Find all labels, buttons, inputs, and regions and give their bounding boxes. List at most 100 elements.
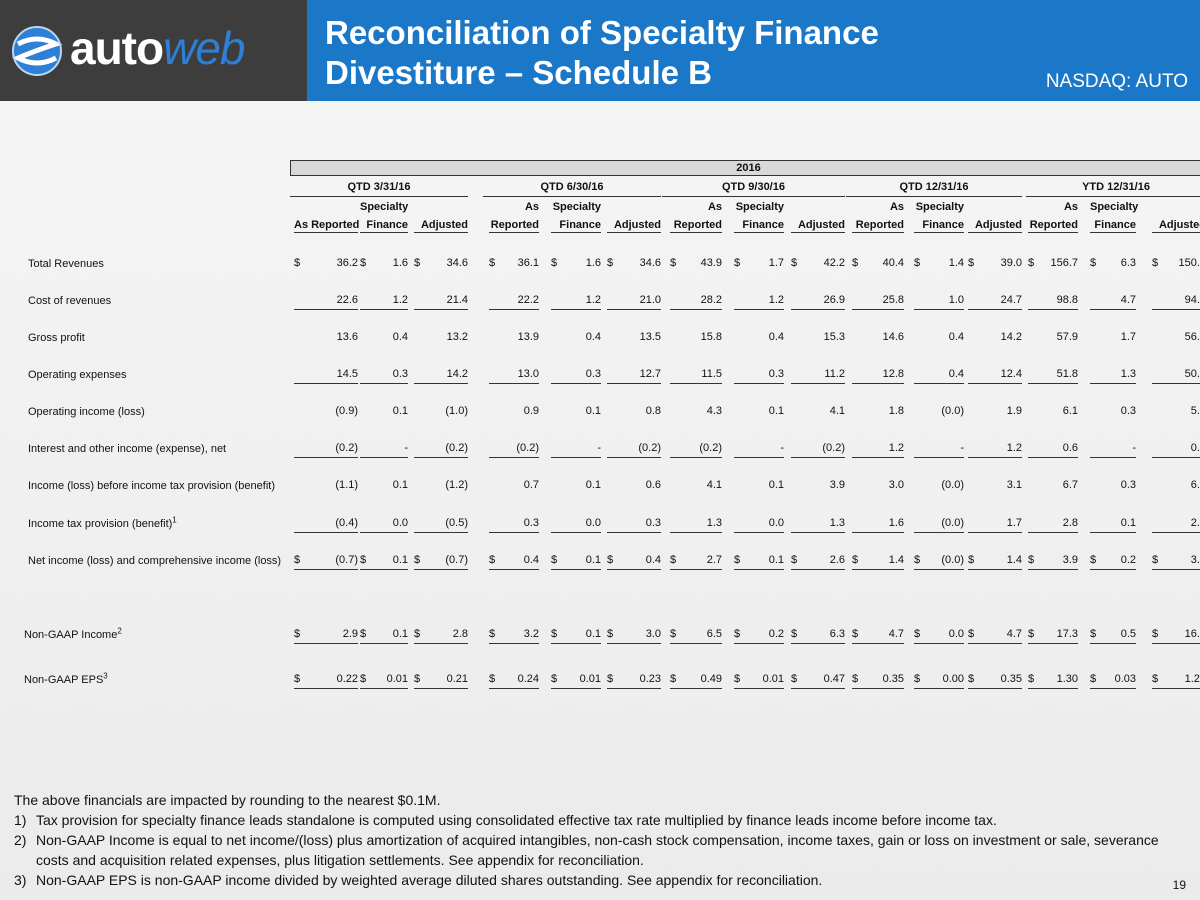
cell-value: (0.2) <box>822 442 845 454</box>
cell-value: 0.0 <box>585 517 601 529</box>
table-cell: 13.5 <box>607 328 661 346</box>
cell-value: 0.1 <box>585 628 601 640</box>
dollar-sign: $ <box>607 673 614 685</box>
cell-value: 0.1 <box>585 479 601 491</box>
cell-value: 0.4 <box>523 554 539 566</box>
ticker-label: NASDAQ: AUTO <box>1045 71 1188 92</box>
cell-value: 0.3 <box>768 368 784 380</box>
cell-value: 0.1 <box>768 479 784 491</box>
table-cell: 0.3 <box>607 514 661 533</box>
table-cell: $36.2 <box>294 254 358 272</box>
table-cell: $2.8 <box>414 625 468 644</box>
dollar-sign: $ <box>489 554 496 566</box>
cell-value: 0.1 <box>392 628 408 640</box>
dollar-sign: $ <box>1028 257 1035 269</box>
dollar-sign: $ <box>551 673 558 685</box>
table-cell: (0.5) <box>414 514 468 533</box>
cell-value: 16.8 <box>1184 628 1200 640</box>
cell-value: 28.2 <box>700 294 722 306</box>
column-header: Adjusted <box>791 218 845 233</box>
cell-value: 0.49 <box>700 673 722 685</box>
table-cell: $0.47 <box>791 670 845 689</box>
cell-value: 15.8 <box>700 331 722 343</box>
dollar-sign: $ <box>914 628 921 640</box>
dollar-sign: $ <box>670 628 677 640</box>
cell-value: 1.8 <box>888 405 904 417</box>
table-cell: 0.0 <box>360 514 408 533</box>
cell-value: 1.0 <box>948 294 964 306</box>
table-cell: (1.1) <box>294 476 358 494</box>
table-cell: 4.1 <box>670 476 722 494</box>
table-cell: $16.8 <box>1152 625 1200 644</box>
dollar-sign: $ <box>852 257 859 269</box>
dollar-sign: $ <box>968 554 975 566</box>
table-cell: 0.9 <box>489 402 539 420</box>
table-row: Income tax provision (benefit)1 (0.4) 0.0 (… <box>24 514 1200 534</box>
row-label-text: Gross profit <box>28 332 85 344</box>
table-cell: $2.6 <box>791 551 845 570</box>
cell-value: 0.21 <box>446 673 468 685</box>
cell-value: 0.6 <box>1062 442 1078 454</box>
table-cell: (0.2) <box>607 439 661 458</box>
dollar-sign: $ <box>670 673 677 685</box>
row-label-text: Operating expenses <box>28 369 127 381</box>
cell-value: (0.5) <box>445 517 468 529</box>
cell-value: 6.1 <box>1062 405 1078 417</box>
cell-value: 12.8 <box>882 368 904 380</box>
cell-value: 6.3 <box>1120 257 1136 269</box>
cell-value: 12.4 <box>1000 368 1022 380</box>
cell-value: 6.3 <box>1190 479 1200 491</box>
dollar-sign: $ <box>607 554 614 566</box>
column-header-top: Specialty <box>915 201 964 213</box>
table-cell: (1.2) <box>414 476 468 494</box>
table-cell: 56.3 <box>1152 328 1200 346</box>
row-label-text: Total Revenues <box>28 258 104 270</box>
cell-value: 1.3 <box>706 517 722 529</box>
table-cell: 3.0 <box>852 476 904 494</box>
table-cell: 1.6 <box>852 514 904 533</box>
cell-value: 5.8 <box>1190 405 1200 417</box>
cell-value: (0.2) <box>445 442 468 454</box>
table-cell: (0.2) <box>489 439 539 458</box>
table-cell: - <box>734 439 784 458</box>
table-cell: $1.7 <box>734 254 784 272</box>
cell-value: 0.0 <box>948 628 964 640</box>
cell-value: 4.7 <box>888 628 904 640</box>
cell-value: 3.0 <box>888 479 904 491</box>
dollar-sign: $ <box>1152 673 1159 685</box>
table-cell: 0.6 <box>1028 439 1078 458</box>
cell-value: 26.9 <box>823 294 845 306</box>
cell-value: 1.27 <box>1184 673 1200 685</box>
cell-value: 0.03 <box>1114 673 1136 685</box>
cell-value: 4.7 <box>1120 294 1136 306</box>
table-cell: 0.0 <box>551 514 601 533</box>
dollar-sign: $ <box>791 257 798 269</box>
cell-value: 0.1 <box>1120 517 1136 529</box>
cell-value: 0.4 <box>768 331 784 343</box>
table-cell: $0.1 <box>360 625 408 644</box>
dollar-sign: $ <box>1152 554 1159 566</box>
dollar-sign: $ <box>551 554 558 566</box>
table-cell: 1.2 <box>360 291 408 310</box>
row-label-text: Non-GAAP Income <box>24 629 118 641</box>
table-cell: $0.01 <box>734 670 784 689</box>
table-cell: $0.00 <box>914 670 964 689</box>
footnote-text: Non-GAAP Income is equal to net income/(… <box>36 832 1159 868</box>
table-cell: $0.0 <box>914 625 964 644</box>
table-cell: $6.3 <box>791 625 845 644</box>
table-cell: - <box>551 439 601 458</box>
table-cell: 94.1 <box>1152 291 1200 310</box>
cell-value: 0.3 <box>1120 405 1136 417</box>
rounding-note: The above financials are impacted by rou… <box>14 792 441 808</box>
column-header: Finance <box>914 218 964 233</box>
cell-value: 2.8 <box>1062 517 1078 529</box>
table-cell: $0.4 <box>607 551 661 570</box>
column-header: Adjusted <box>968 218 1022 233</box>
table-cell: 2.8 <box>1028 514 1078 533</box>
table-cell: - <box>360 439 408 458</box>
table-cell: 12.8 <box>852 365 904 384</box>
footnote-item: 2) Non-GAAP Income is equal to net income… <box>14 830 1164 870</box>
table-cell: 0.3 <box>360 365 408 384</box>
table-cell: $0.03 <box>1090 670 1136 689</box>
table-cell: $6.5 <box>670 625 722 644</box>
